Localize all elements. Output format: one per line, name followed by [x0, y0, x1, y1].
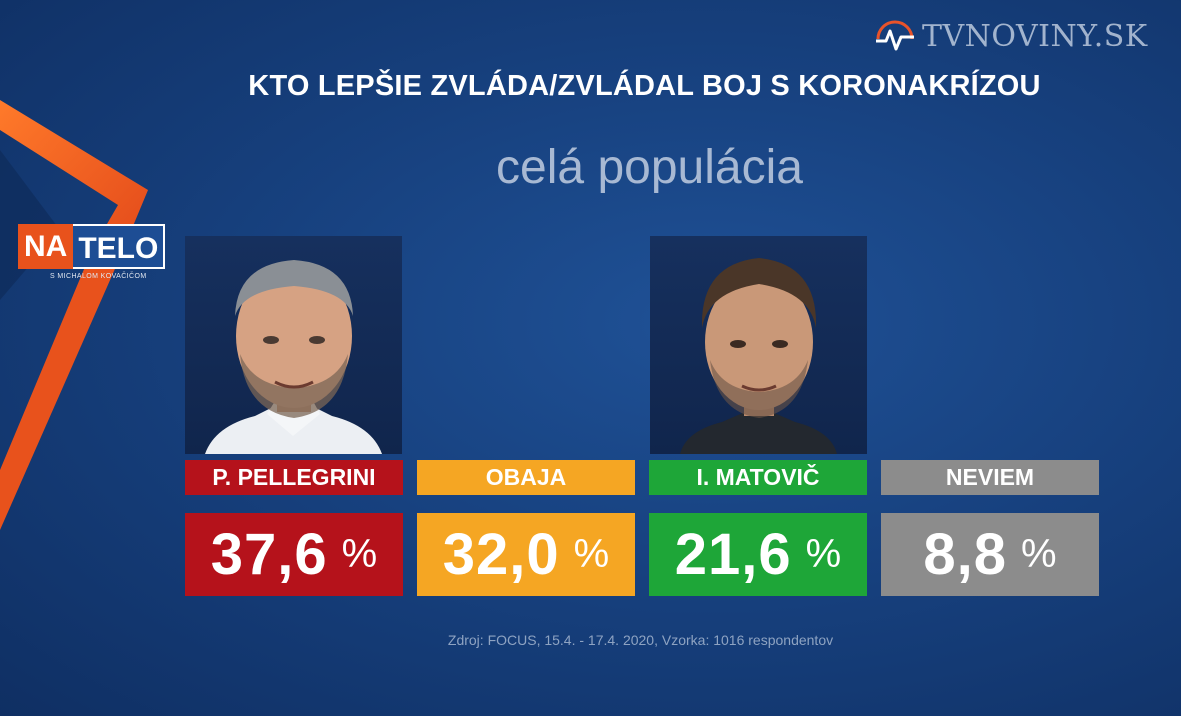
na-telo-show-logo: NA TELO S MICHALOM KOVAČIČOM	[18, 224, 166, 280]
result-column: P. PELLEGRINI 37,6 %	[185, 460, 403, 596]
result-column: I. MATOVIČ 21,6 %	[649, 460, 867, 596]
source-note-wrap: Zdroj: FOCUS, 15.4. - 17.4. 2020, Vzorka…	[0, 630, 1181, 649]
value-box: 8,8 %	[881, 513, 1099, 596]
show-logo-telo: TELO	[73, 224, 166, 269]
percent-unit: %	[341, 532, 378, 576]
data-value: 32,0	[442, 522, 560, 587]
category-label: I. MATOVIČ	[649, 460, 867, 495]
data-value: 21,6	[674, 522, 792, 587]
source-note: Zdroj: FOCUS, 15.4. - 17.4. 2020, Vzorka…	[447, 632, 834, 648]
photo-pellegrini	[185, 236, 402, 454]
chart-subtitle-wrap: celá populácia	[0, 140, 1181, 195]
result-column: OBAJA 32,0 %	[417, 460, 635, 596]
value-box: 32,0 %	[417, 513, 635, 596]
chart-title-wrap: KTO LEPŠIE ZVLÁDA/ZVLÁDAL BOJ S KORONAKR…	[0, 70, 1181, 103]
category-label: OBAJA	[417, 460, 635, 495]
category-label: P. PELLEGRINI	[185, 460, 403, 495]
chart-subtitle: celá populácia	[496, 141, 803, 194]
tvnoviny-wordmark: TVNOVINY.SK	[922, 18, 1148, 54]
data-value: 8,8	[923, 522, 1008, 587]
category-label: NEVIEM	[881, 460, 1099, 495]
chart-title: KTO LEPŠIE ZVLÁDA/ZVLÁDAL BOJ S KORONAKR…	[248, 70, 1041, 102]
percent-unit: %	[1021, 532, 1057, 576]
value-box: 37,6 %	[185, 513, 403, 596]
tvnoviny-logo: TVNOVINY.SK	[874, 17, 1148, 55]
show-logo-na: NA	[18, 224, 74, 269]
percent-unit: %	[805, 532, 842, 576]
show-logo-subtitle: S MICHALOM KOVAČIČOM	[50, 273, 147, 280]
tvnoviny-heartbeat-icon	[876, 20, 914, 51]
percent-unit: %	[573, 532, 610, 576]
portrait-pellegrini-icon	[205, 260, 382, 454]
result-column: NEVIEM 8,8 %	[881, 460, 1099, 596]
value-box: 21,6 %	[649, 513, 867, 596]
data-value: 37,6	[210, 522, 328, 587]
photo-matovic	[650, 236, 867, 454]
portrait-matovic-icon	[680, 258, 837, 454]
